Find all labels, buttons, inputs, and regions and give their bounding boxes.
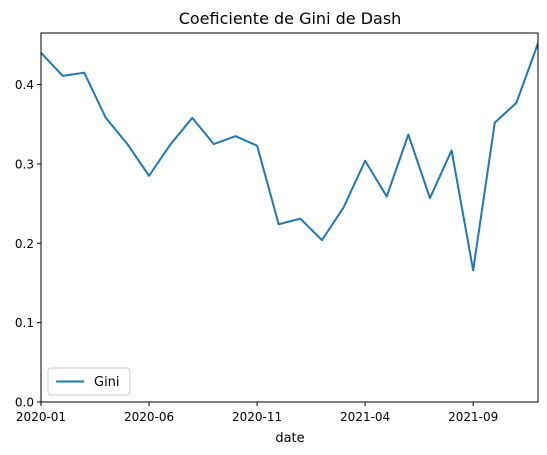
- chart-title: Coeficiente de Gini de Dash: [179, 9, 402, 28]
- legend: Gini: [47, 367, 131, 396]
- series-line-gini: [41, 42, 538, 272]
- plot-area: [40, 32, 539, 403]
- y-tick-label: 0.2: [15, 237, 34, 251]
- y-tick-label: 0.1: [15, 316, 34, 330]
- x-tick-label: 2021-04: [340, 410, 390, 424]
- x-tick-label: 2020-01: [16, 410, 66, 424]
- plot-frame: [40, 32, 539, 403]
- y-tick-label: 0.3: [15, 157, 34, 171]
- x-tick-label: 2021-09: [448, 410, 498, 424]
- x-axis-label: date: [275, 431, 304, 446]
- x-tick-label: 2020-06: [124, 410, 174, 424]
- y-tick-label: 0.0: [15, 396, 34, 410]
- y-axis: 0.0 0.1 0.2 0.3 0.4: [15, 78, 41, 410]
- series-layer: [41, 42, 538, 272]
- legend-label-gini: Gini: [94, 375, 120, 390]
- y-tick-label: 0.4: [15, 78, 34, 92]
- x-tick-label: 2020-11: [232, 410, 282, 424]
- x-axis: 2020-01 2020-06 2020-11 2021-04 2021-09: [16, 402, 498, 424]
- legend-box: [47, 367, 131, 396]
